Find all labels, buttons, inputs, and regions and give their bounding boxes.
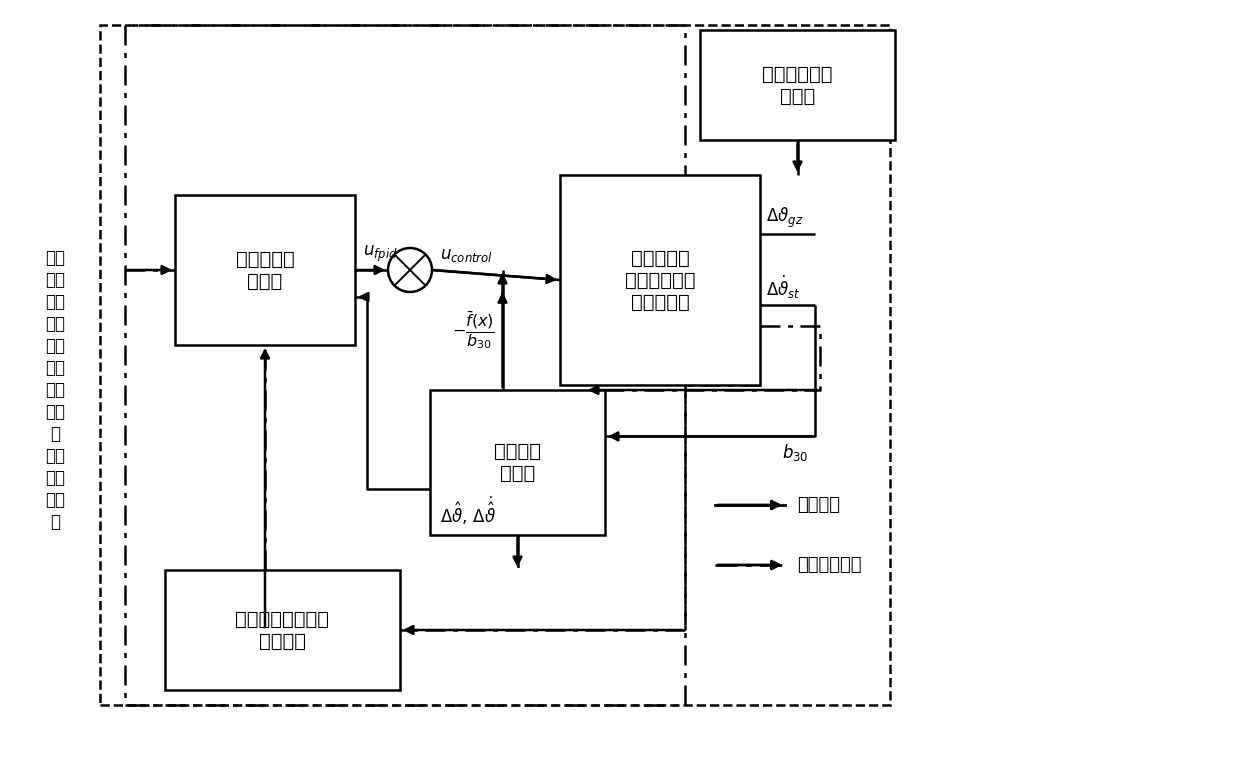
Text: 跟踪: 跟踪 [45,359,64,377]
Text: 的运: 的运 [45,381,64,399]
Text: $\Delta\vartheta_{gz}$: $\Delta\vartheta_{gz}$ [766,206,804,229]
Bar [560,175,760,385]
Text: 馈和: 馈和 [45,315,64,333]
Text: $u_{fpid}$: $u_{fpid}$ [363,244,398,264]
Text: 微分: 微分 [45,337,64,355]
Text: 非线: 非线 [45,271,64,289]
Text: 载火: 载火 [45,403,64,421]
Bar [100,25,890,705]
Text: 控制: 控制 [45,491,64,509]
Text: 离线参数整定: 离线参数整定 [797,556,862,574]
Text: $-\dfrac{\bar{f}(x)}{b_{30}}$: $-\dfrac{\bar{f}(x)}{b_{30}}$ [451,309,495,351]
Text: 箭: 箭 [50,425,60,443]
Text: 性反: 性反 [45,293,64,311]
Bar [125,25,684,705]
Text: 内外干扰及参
数摄动: 内外干扰及参 数摄动 [763,64,833,106]
Text: 积分链式
微分器: 积分链式 微分器 [494,442,541,483]
Text: $\Delta\dot{\vartheta}_{st}$: $\Delta\dot{\vartheta}_{st}$ [766,274,801,301]
Text: 姿态: 姿态 [45,447,64,465]
Text: 智能: 智能 [45,469,64,487]
Bar [165,570,401,690]
Text: $u_{control}$: $u_{control}$ [440,246,494,264]
Bar [175,195,355,345]
Bar [430,390,605,535]
Text: $\Delta\hat{\vartheta},\,\Delta\dot{\hat{\vartheta}}$: $\Delta\hat{\vartheta},\,\Delta\dot{\hat… [440,495,496,527]
Text: 姿态控制: 姿态控制 [797,496,839,514]
Text: 非线性反馈
控制器: 非线性反馈 控制器 [236,250,294,290]
Bar [701,30,895,140]
Text: 运载火箭刚
体、弹性运动
及测量模型: 运载火箭刚 体、弹性运动 及测量模型 [625,248,696,312]
Text: 萤火虫算法控制参
数整定器: 萤火虫算法控制参 数整定器 [236,609,330,651]
Text: 基于: 基于 [45,249,64,267]
Text: $b_{30}$: $b_{30}$ [782,442,808,464]
Text: 器: 器 [50,513,60,531]
